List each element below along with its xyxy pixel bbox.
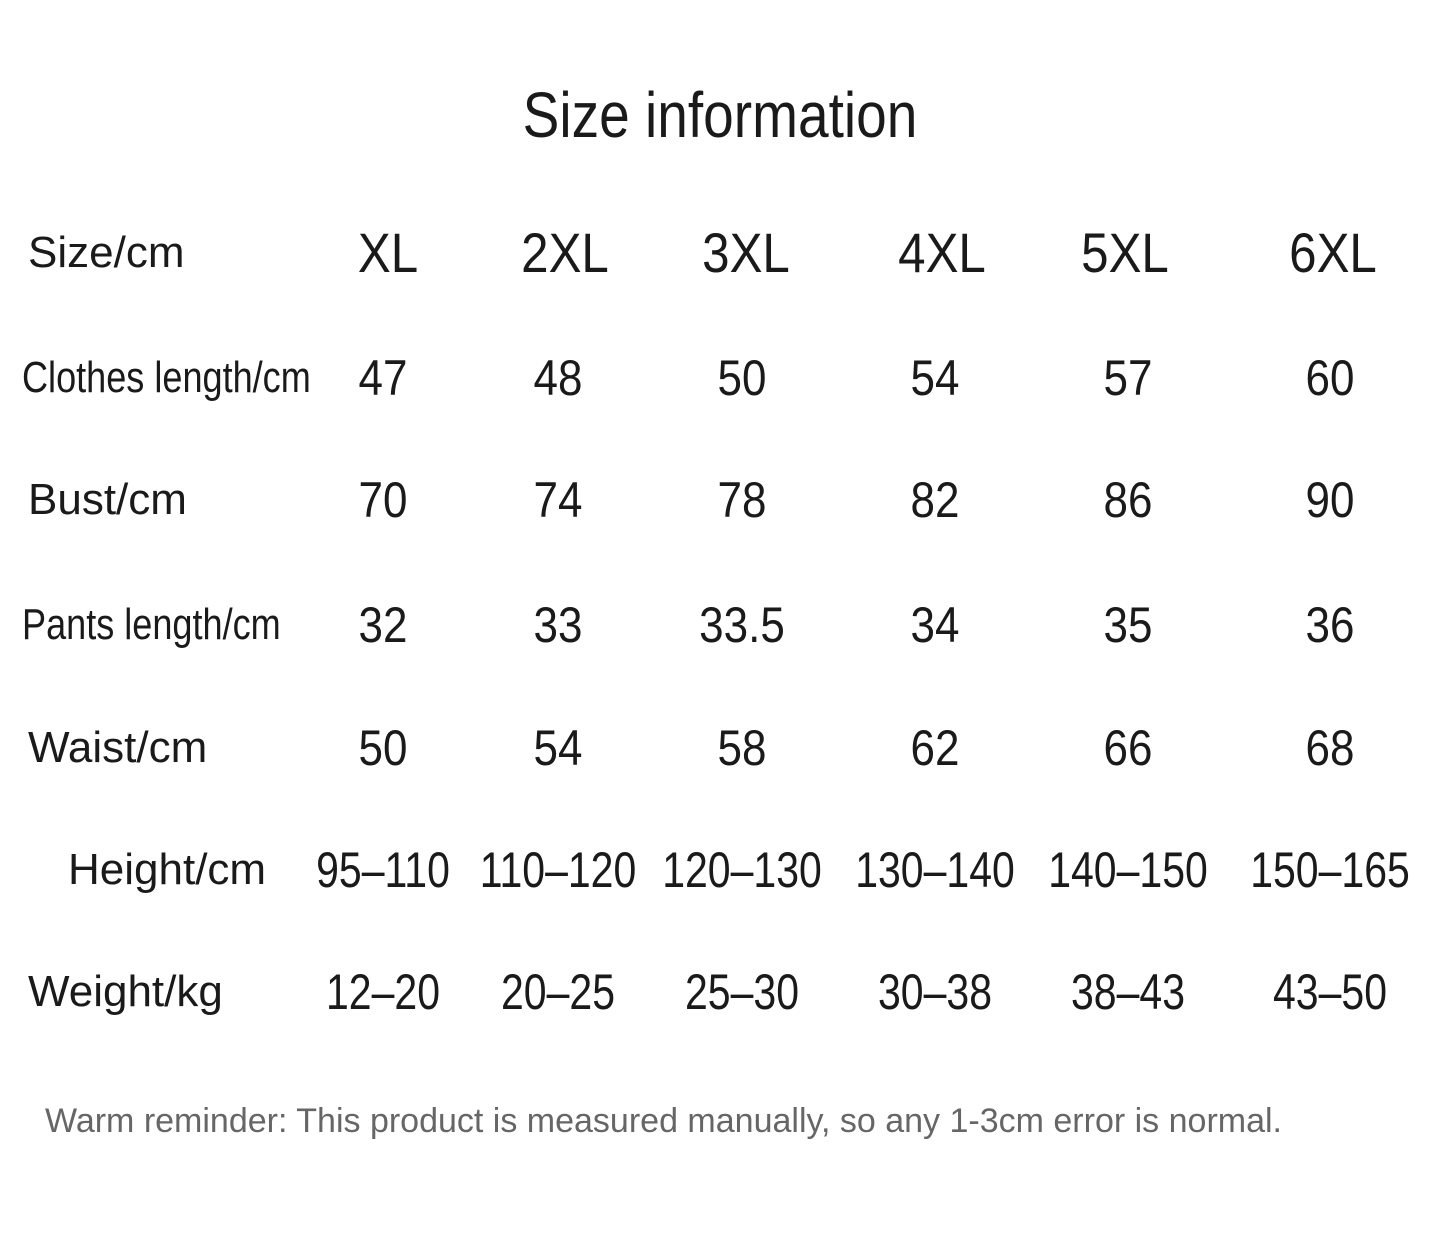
size-header: 3XL bbox=[702, 221, 790, 284]
table-cell: 36 bbox=[1305, 597, 1355, 653]
table-cell: 82 bbox=[910, 472, 960, 528]
table-cell: 130–140 bbox=[855, 842, 1015, 898]
table-cell: 25–30 bbox=[684, 964, 800, 1020]
table-cell: 57 bbox=[1103, 350, 1153, 406]
table-cell: 30–38 bbox=[877, 964, 993, 1020]
table-cell: 95–110 bbox=[316, 842, 450, 898]
table-cell: 150–165 bbox=[1250, 842, 1410, 898]
table-cell: 120–130 bbox=[662, 842, 822, 898]
table-cell: 140–150 bbox=[1048, 842, 1208, 898]
table-cell: 43–50 bbox=[1272, 964, 1388, 1020]
table-cell: 90 bbox=[1305, 472, 1355, 528]
table-cell: 38–43 bbox=[1070, 964, 1186, 1020]
table-cell: 35 bbox=[1103, 597, 1153, 653]
table-cell: 48 bbox=[533, 350, 583, 406]
table-cell: 54 bbox=[533, 720, 583, 776]
table-cell: 70 bbox=[358, 472, 408, 528]
size-header: 2XL bbox=[521, 221, 609, 284]
table-cell: 58 bbox=[717, 720, 767, 776]
table-cell: 33.5 bbox=[699, 597, 785, 653]
row-label: Pants length/cm bbox=[22, 600, 281, 649]
warm-reminder-note: Warm reminder: This product is measured … bbox=[45, 1102, 1282, 1140]
table-row: Bust/cm 70 74 78 82 86 90 bbox=[0, 465, 1440, 535]
table-cell: 86 bbox=[1103, 472, 1153, 528]
table-cell: 110–120 bbox=[479, 842, 637, 898]
table-cell: 50 bbox=[358, 720, 408, 776]
size-header: 5XL bbox=[1081, 221, 1169, 284]
table-cell: 54 bbox=[910, 350, 960, 406]
page-title: Size information bbox=[522, 79, 918, 151]
table-cell: 68 bbox=[1305, 720, 1355, 776]
table-row: Clothes length/cm 47 48 50 54 57 60 bbox=[0, 343, 1440, 413]
table-cell: 12–20 bbox=[325, 964, 441, 1020]
row-label: Clothes length/cm bbox=[22, 353, 311, 402]
size-header-row: Size/cm XL 2XL 3XL 4XL 5XL 6XL bbox=[0, 218, 1440, 288]
row-label: Height/cm bbox=[68, 845, 267, 894]
table-cell: 33 bbox=[533, 597, 583, 653]
table-cell: 47 bbox=[358, 350, 408, 406]
table-cell: 78 bbox=[717, 472, 767, 528]
table-cell: 74 bbox=[533, 472, 583, 528]
table-cell: 50 bbox=[717, 350, 767, 406]
row-label: Bust/cm bbox=[28, 475, 187, 524]
table-cell: 62 bbox=[910, 720, 960, 776]
size-header: 6XL bbox=[1289, 221, 1377, 284]
table-cell: 66 bbox=[1103, 720, 1153, 776]
size-header: XL bbox=[357, 221, 419, 284]
table-row: Weight/kg 12–20 20–25 25–30 30–38 38–43 43–50 bbox=[0, 957, 1440, 1027]
row-label: Waist/cm bbox=[28, 723, 208, 772]
size-header: 4XL bbox=[898, 221, 986, 284]
table-cell: 60 bbox=[1305, 350, 1355, 406]
table-row: Height/cm 95–110 110–120 120–130 130–140 140–… bbox=[0, 835, 1440, 905]
table-cell: 32 bbox=[358, 597, 408, 653]
row-label: Weight/kg bbox=[28, 967, 223, 1016]
row-label: Size/cm bbox=[28, 228, 185, 277]
table-cell: 34 bbox=[910, 597, 960, 653]
table-row: Pants length/cm 32 33 33.5 34 35 36 bbox=[0, 590, 1440, 660]
table-row: Waist/cm 50 54 58 62 66 68 bbox=[0, 713, 1440, 783]
table-cell: 20–25 bbox=[500, 964, 616, 1020]
